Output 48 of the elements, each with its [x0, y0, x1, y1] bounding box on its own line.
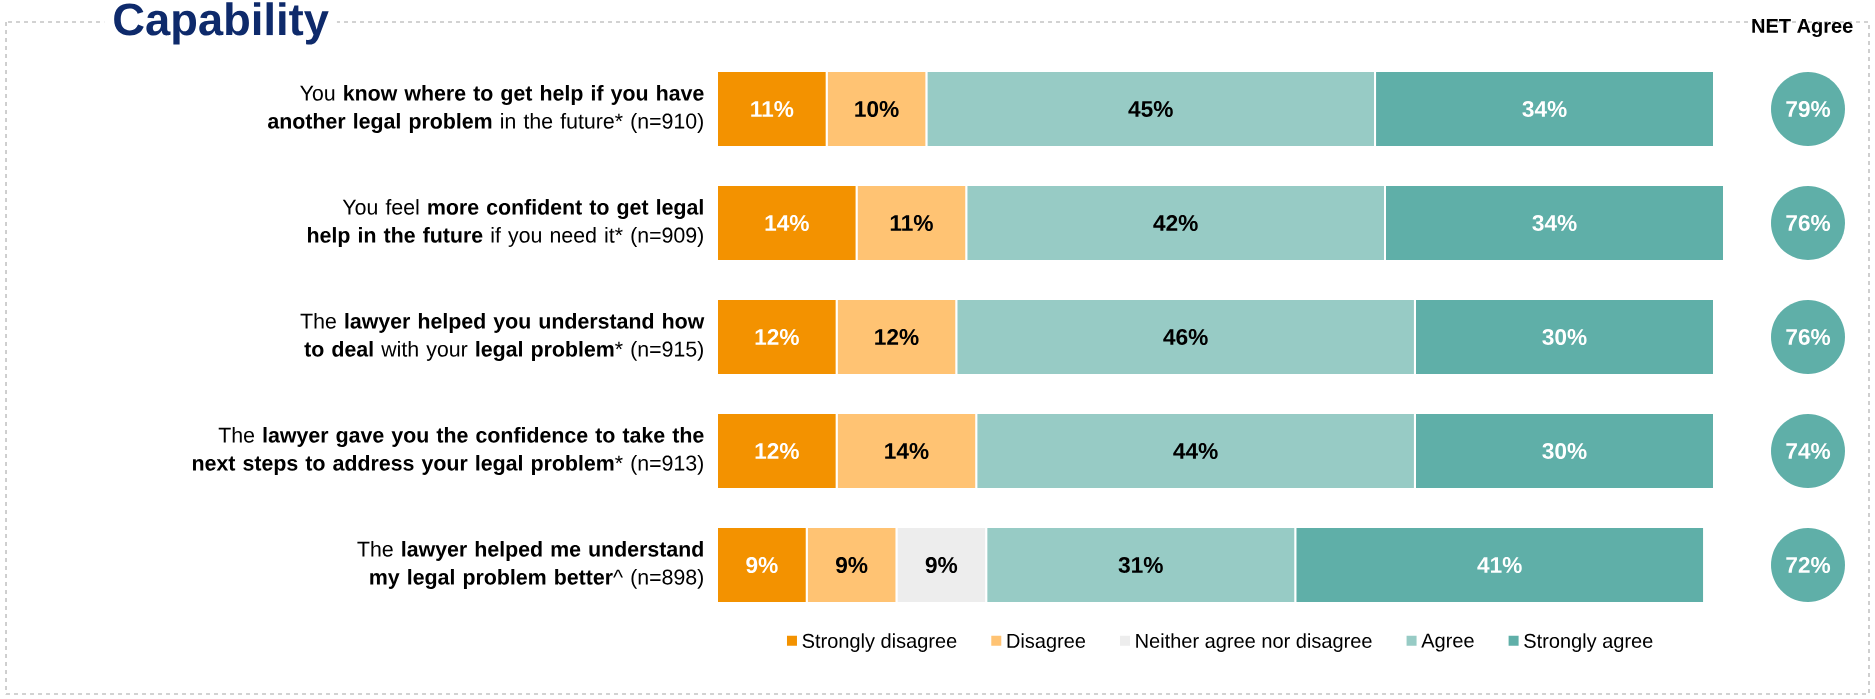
bar	[1294, 525, 1706, 604]
legend-label: Strongly disagree	[802, 633, 957, 652]
bar	[717, 183, 858, 262]
legend-label: Strongly agree	[1524, 633, 1653, 652]
y-tick-label: The lawyer helped me understand my legal problem better^ (n=898)	[357, 541, 703, 589]
bar	[717, 525, 808, 604]
data-label: 34%	[1522, 100, 1567, 118]
data-label: 46%	[1163, 328, 1208, 346]
data-label: 44%	[1173, 443, 1218, 459]
y-tick-label: You feel more confident to get legal help in the future if you need it* (n=909)	[308, 199, 703, 247]
data-label: 42%	[1153, 214, 1198, 231]
data-label: 9%	[746, 556, 778, 574]
y-tick-label: The lawyer gave you the confidence to take the next steps to address your legal problem* (n=913)	[192, 427, 704, 475]
data-label: 31%	[1118, 556, 1163, 574]
bar	[1384, 183, 1724, 262]
text: 72%	[1786, 556, 1831, 573]
data-label: 45%	[1128, 101, 1173, 117]
text: 79%	[1786, 100, 1831, 118]
data-label: 12%	[755, 328, 799, 345]
legend-label: Agree	[1421, 633, 1474, 652]
bar	[1413, 411, 1716, 490]
bar	[1374, 70, 1716, 148]
text: 74%	[1786, 443, 1831, 459]
text: NET Agree	[1752, 18, 1853, 37]
data-label: 30%	[1542, 328, 1587, 346]
text: 76%	[1786, 214, 1831, 232]
bar	[717, 70, 828, 148]
data-label: 11%	[890, 215, 933, 231]
data-label: 41%	[1477, 557, 1522, 573]
data-label: 12%	[875, 328, 919, 345]
text: Capability	[114, 2, 329, 45]
data-label: 11%	[751, 101, 794, 117]
data-label: 30%	[1542, 442, 1587, 460]
data-label: 10%	[855, 100, 899, 118]
data-label: 12%	[755, 442, 799, 459]
data-label: 14%	[885, 443, 929, 459]
bar	[717, 411, 838, 490]
bar	[1413, 298, 1716, 376]
legend-label: Disagree	[1007, 633, 1086, 652]
legend-label: Neither agree nor disagree	[1136, 633, 1372, 652]
y-tick-label: The lawyer helped you understand how to deal with your legal problem* (n=915)	[300, 313, 705, 361]
data-label: 9%	[836, 556, 868, 574]
bar	[717, 298, 838, 376]
text: 76%	[1786, 328, 1831, 346]
data-label: 9%	[925, 556, 958, 574]
data-label: 14%	[765, 215, 809, 231]
data-label: 34%	[1532, 214, 1577, 232]
y-tick-label: You know where to get help if you have another legal problem in the future* (n=910)	[268, 85, 704, 133]
